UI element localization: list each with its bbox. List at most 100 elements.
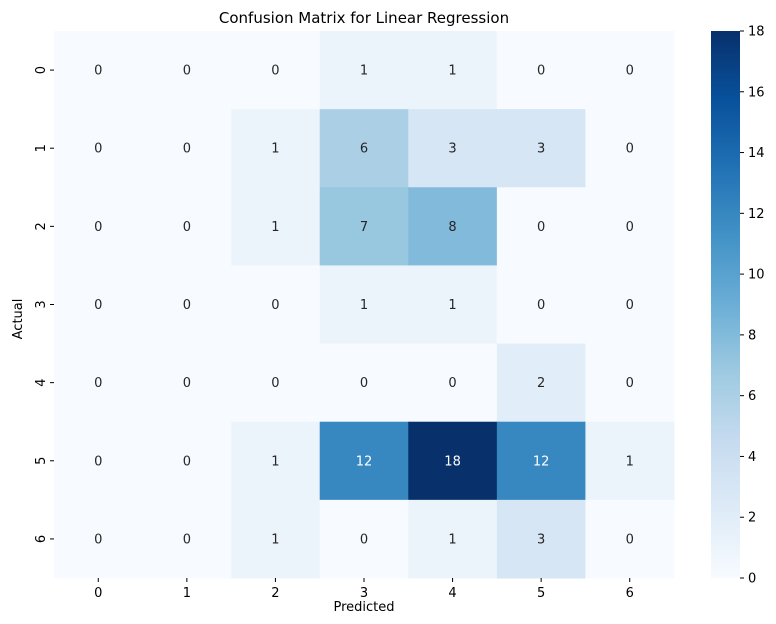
heatmap-cell xyxy=(54,109,144,188)
x-tick-label: 5 xyxy=(537,586,545,601)
colorbar xyxy=(711,31,740,578)
cell-value-label: 0 xyxy=(183,220,191,235)
cell-value-label: 0 xyxy=(626,142,634,157)
heatmap-cell xyxy=(54,187,144,266)
cell-value-label: 0 xyxy=(183,376,191,391)
cell-value-label: 7 xyxy=(360,220,368,235)
cell-value-label: 0 xyxy=(271,376,279,391)
cell-value-label: 0 xyxy=(537,220,545,235)
cell-value-label: 8 xyxy=(448,220,456,235)
heatmap-cell xyxy=(231,31,321,110)
cell-value-label: 1 xyxy=(448,532,456,547)
cell-value-label: 1 xyxy=(271,142,279,157)
cell-value-label: 18 xyxy=(444,454,461,469)
colorbar-tick-label: 10 xyxy=(748,268,765,283)
cell-value-label: 1 xyxy=(360,64,368,79)
heatmap-cell xyxy=(231,343,321,423)
cell-value-label: 0 xyxy=(94,298,102,313)
heatmap-cell xyxy=(319,109,409,188)
heatmap-cell xyxy=(319,343,409,423)
heatmap-cell xyxy=(496,187,586,266)
heatmap-cell xyxy=(231,499,321,579)
y-tick-label: 0 xyxy=(34,66,49,74)
y-tick-label: 1 xyxy=(34,144,49,152)
colorbar-tick-label: 8 xyxy=(748,328,756,343)
x-tick-label: 0 xyxy=(94,586,102,601)
y-tick-label: 5 xyxy=(34,457,49,465)
cell-value-label: 2 xyxy=(537,376,545,391)
heatmap-cell xyxy=(231,187,321,266)
cell-value-label: 3 xyxy=(448,142,456,157)
heatmap-cell xyxy=(585,31,675,110)
heatmap-cell xyxy=(408,499,498,579)
heatmap-cell xyxy=(54,265,144,345)
heatmap-cell xyxy=(408,343,498,423)
heatmap-cell xyxy=(54,343,144,423)
cell-value-label: 6 xyxy=(360,142,368,157)
cell-value-label: 0 xyxy=(537,298,545,313)
heatmap-cell xyxy=(408,109,498,188)
cell-value-label: 1 xyxy=(271,454,279,469)
heatmap-cell xyxy=(585,265,675,345)
heatmap-cell xyxy=(142,31,232,110)
colorbar-tick-label: 16 xyxy=(748,85,765,100)
heatmap-cell xyxy=(54,31,144,110)
cell-value-label: 0 xyxy=(626,220,634,235)
heatmap-cell xyxy=(319,187,409,266)
heatmap-cell xyxy=(142,421,232,501)
heatmap-cell xyxy=(585,187,675,266)
cell-value-label: 0 xyxy=(183,298,191,313)
x-tick-label: 6 xyxy=(626,586,634,601)
colorbar-tick-label: 14 xyxy=(748,146,765,161)
heatmap-cell xyxy=(585,499,675,579)
cell-value-label: 1 xyxy=(448,64,456,79)
heatmap-cell xyxy=(408,265,498,345)
cell-value-label: 0 xyxy=(94,142,102,157)
x-tick-label: 2 xyxy=(271,586,279,601)
cell-value-label: 12 xyxy=(533,454,550,469)
heatmap-cell xyxy=(585,343,675,423)
y-axis-label: Actual xyxy=(11,299,26,340)
y-tick-label: 4 xyxy=(34,379,49,387)
cell-annotations: 0 0 0 1 1 0 0 0 0 1 6 3 3 0 0 0 1 7 8 0 0 0 0 0 1 1 0 0 0 0 0 0 0 2 0 0 0 1 12… xyxy=(94,64,634,548)
cell-value-label: 0 xyxy=(94,454,102,469)
heatmap-cell xyxy=(231,109,321,188)
x-tick-label: 1 xyxy=(183,586,191,601)
cell-value-label: 1 xyxy=(360,298,368,313)
cell-value-label: 3 xyxy=(537,532,545,547)
heatmap-cell xyxy=(496,343,586,423)
colorbar-tick-label: 6 xyxy=(748,389,756,404)
x-axis-label: Predicted xyxy=(333,600,394,615)
cell-value-label: 1 xyxy=(271,532,279,547)
cell-value-label: 0 xyxy=(626,376,634,391)
colorbar-tick-label: 0 xyxy=(748,572,756,587)
y-tick-label: 6 xyxy=(34,535,49,543)
cell-value-label: 0 xyxy=(271,298,279,313)
cell-value-label: 1 xyxy=(626,454,634,469)
heatmap-cell xyxy=(496,499,586,579)
heatmap-cell xyxy=(408,31,498,110)
cell-value-label: 0 xyxy=(183,64,191,79)
heatmap-cells xyxy=(54,31,675,579)
cell-value-label: 0 xyxy=(271,64,279,79)
heatmap-cell xyxy=(319,31,409,110)
heatmap-cell xyxy=(231,421,321,501)
x-axis-ticks: 0 1 2 3 4 5 6 xyxy=(94,578,634,601)
heatmap-cell xyxy=(231,265,321,345)
heatmap-cell xyxy=(142,109,232,188)
cell-value-label: 0 xyxy=(626,298,634,313)
heatmap-cell xyxy=(142,499,232,579)
y-axis-ticks: 0 1 2 3 4 5 6 xyxy=(34,66,54,543)
heatmap-cell xyxy=(408,421,498,501)
chart-title: Confusion Matrix for Linear Regression xyxy=(219,9,509,27)
colorbar-ticks: 0 2 4 6 8 10 12 14 16 18 xyxy=(740,25,765,587)
heatmap-cell xyxy=(496,109,586,188)
colorbar-tick-label: 4 xyxy=(748,450,756,465)
cell-value-label: 0 xyxy=(94,64,102,79)
cell-value-label: 0 xyxy=(183,532,191,547)
cell-value-label: 1 xyxy=(271,220,279,235)
x-tick-label: 4 xyxy=(448,586,456,601)
cell-value-label: 1 xyxy=(448,298,456,313)
cell-value-label: 0 xyxy=(360,532,368,547)
